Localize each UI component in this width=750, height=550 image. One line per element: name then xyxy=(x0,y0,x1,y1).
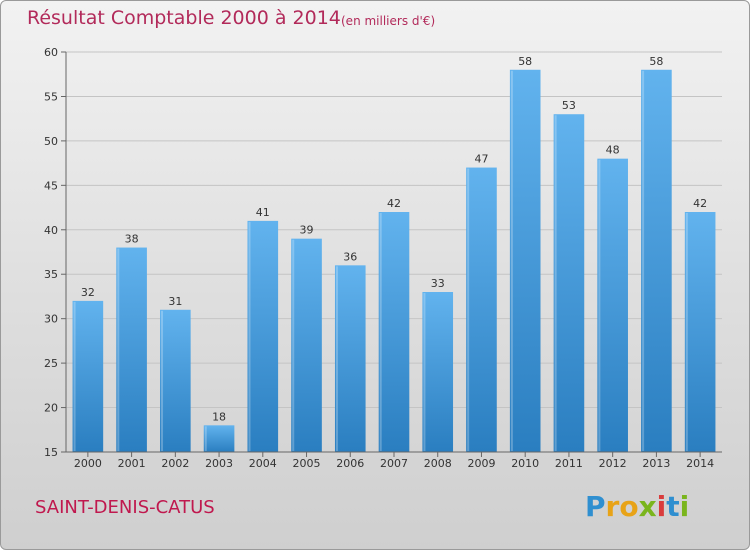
bar-highlight xyxy=(685,213,688,451)
y-tick-label: 45 xyxy=(44,179,58,192)
x-tick-label: 2005 xyxy=(293,457,321,470)
x-tick-label: 2007 xyxy=(380,457,408,470)
value-label: 42 xyxy=(387,197,401,210)
bar xyxy=(597,158,628,452)
bar-highlight xyxy=(117,248,120,451)
logo-letter: o xyxy=(619,490,639,523)
value-label: 36 xyxy=(343,250,357,263)
axis-layer: 15 20 25 30 35 40 45 50 55 60 2000 2001 2002 2003 2004… xyxy=(44,46,722,470)
x-tick-label: 2001 xyxy=(118,457,146,470)
x-tick-label: 2011 xyxy=(555,457,583,470)
y-tick-label: 30 xyxy=(44,313,58,326)
x-tick-label: 2002 xyxy=(161,457,189,470)
bar-highlight xyxy=(554,115,557,451)
bar-highlight xyxy=(204,426,207,451)
logo-letter: P xyxy=(585,490,606,523)
bar xyxy=(684,212,716,452)
bar-highlight xyxy=(292,239,295,451)
x-tick-label: 2006 xyxy=(336,457,364,470)
value-label: 18 xyxy=(212,410,226,423)
x-tick-label: 2010 xyxy=(511,457,539,470)
bar-highlight xyxy=(642,70,645,452)
bar-highlight xyxy=(598,159,601,451)
chart-title: Résultat Comptable 2000 à 2014 xyxy=(27,7,341,29)
x-tick-label: 2003 xyxy=(205,457,233,470)
value-label: 32 xyxy=(81,286,95,299)
value-label: 58 xyxy=(649,55,663,68)
bar-highlight xyxy=(467,168,470,452)
y-tick-label: 40 xyxy=(44,224,58,237)
y-tick-label: 20 xyxy=(44,402,58,415)
value-label: 39 xyxy=(300,224,314,237)
bar xyxy=(247,220,279,452)
commune-name: SAINT-DENIS-CATUS xyxy=(35,497,215,518)
bar-highlight xyxy=(423,293,426,451)
bar xyxy=(116,247,147,452)
logo-letter: r xyxy=(605,490,620,523)
bar xyxy=(160,309,191,452)
value-label: 53 xyxy=(562,99,576,112)
value-label: 41 xyxy=(256,206,270,219)
value-label: 47 xyxy=(474,153,488,166)
x-tick-label: 2012 xyxy=(599,457,627,470)
value-label: 42 xyxy=(693,197,707,210)
y-tick-label: 25 xyxy=(44,357,58,370)
bar xyxy=(422,292,454,452)
y-tick-label: 15 xyxy=(44,446,58,459)
value-label: 31 xyxy=(168,295,182,308)
x-tick-label: 2013 xyxy=(642,457,670,470)
logo-letter: t xyxy=(666,490,680,523)
bar xyxy=(641,69,672,453)
chart-subtitle: (en milliers d'€) xyxy=(341,14,436,28)
x-tick-label: 2008 xyxy=(424,457,452,470)
x-tick-label: 2004 xyxy=(249,457,277,470)
logo-letter: x xyxy=(638,490,657,523)
bar xyxy=(466,167,497,453)
bar-highlight xyxy=(73,301,76,451)
bar xyxy=(553,114,585,452)
bar xyxy=(203,425,235,452)
bar xyxy=(378,212,410,452)
bar-highlight xyxy=(510,70,513,452)
bar xyxy=(334,265,366,452)
y-tick-label: 60 xyxy=(44,46,58,59)
bar xyxy=(72,300,104,452)
bar-highlight xyxy=(248,221,251,451)
y-tick-label: 55 xyxy=(44,90,58,103)
bar-highlight xyxy=(379,213,382,451)
x-tick-label: 2009 xyxy=(467,457,495,470)
logo-letter: i xyxy=(656,490,667,523)
bar xyxy=(509,69,541,453)
logo-letter: i xyxy=(679,490,690,523)
value-label: 48 xyxy=(606,144,620,157)
proxiti-logo: Proxiti xyxy=(585,490,689,523)
bar-highlight xyxy=(161,310,164,451)
bar xyxy=(291,238,322,452)
x-tick-label: 2000 xyxy=(74,457,102,470)
value-label: 58 xyxy=(518,55,532,68)
y-tick-label: 35 xyxy=(44,268,58,281)
value-label: 38 xyxy=(125,233,139,246)
bar-highlight xyxy=(335,266,338,451)
bar-layer: 32 38 31 18 41 39 36 42 33 47 58 53 48 58 42 xyxy=(72,55,716,453)
x-tick-label: 2014 xyxy=(686,457,714,470)
value-label: 33 xyxy=(431,277,445,290)
y-tick-label: 50 xyxy=(44,135,58,148)
